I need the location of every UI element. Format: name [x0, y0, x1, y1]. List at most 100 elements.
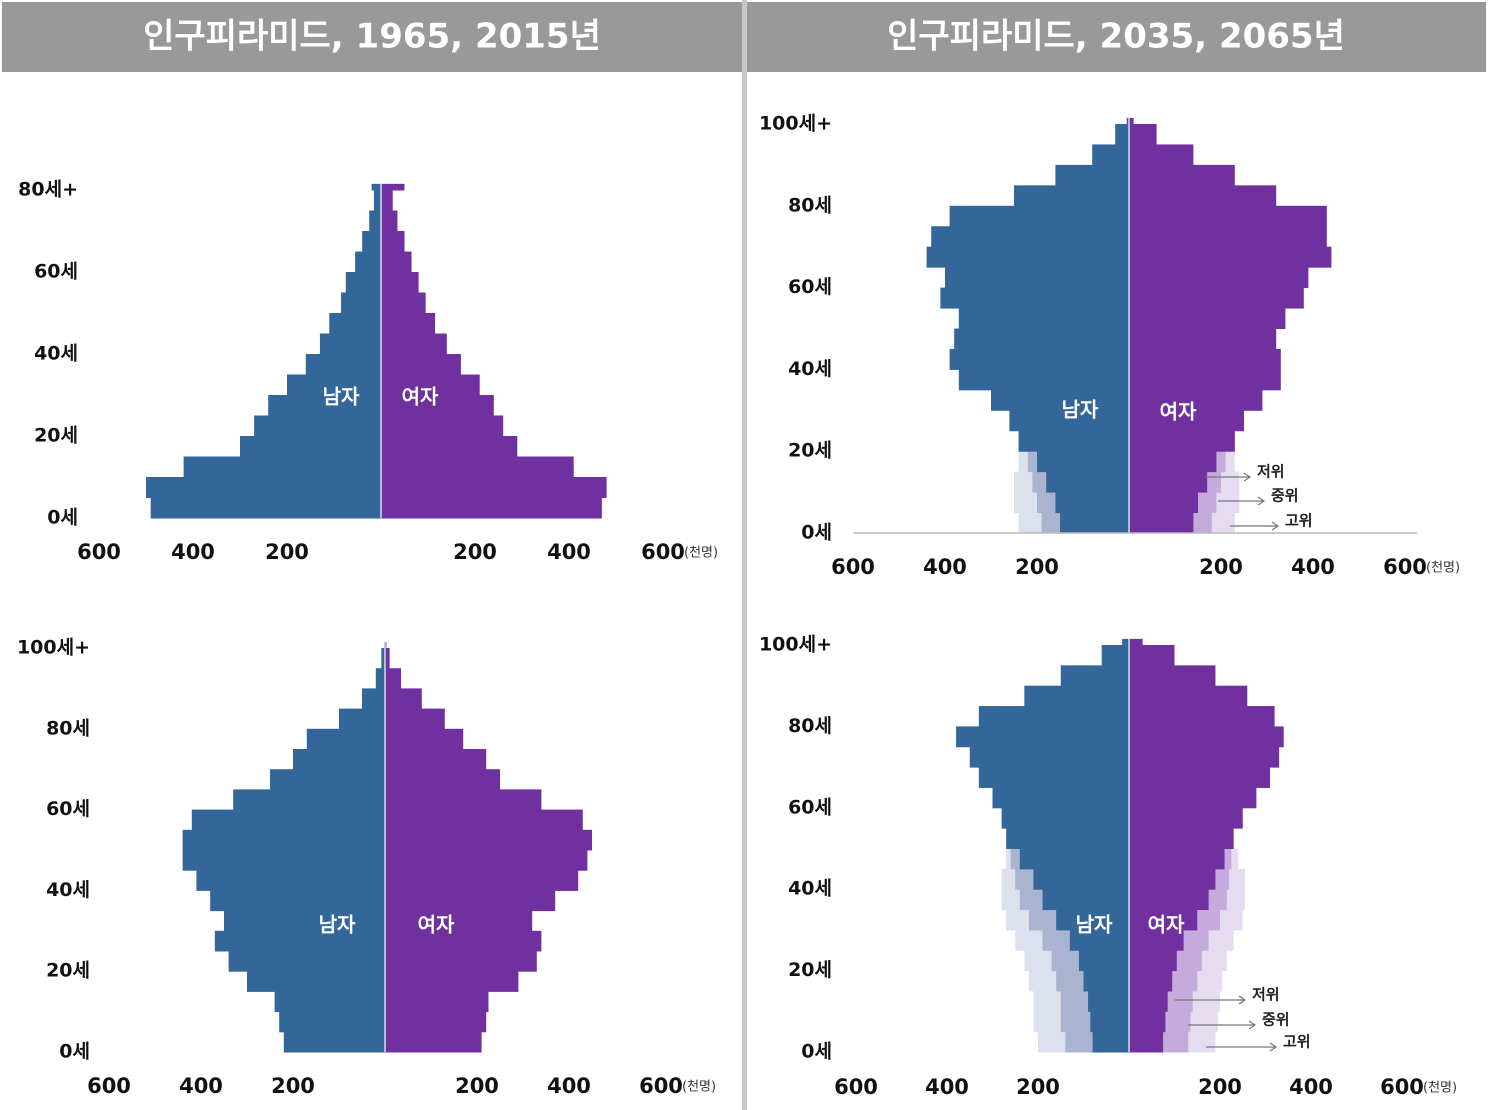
bar [1055, 164, 1129, 186]
bar [306, 728, 385, 750]
x-tick-label: 600 [87, 1074, 131, 1098]
x-tick-label: 600 [641, 540, 685, 564]
x-tick-label: 400 [547, 540, 591, 564]
unit-label: (천명) [1423, 1081, 1457, 1096]
y-tick-label: 0세 [801, 522, 832, 544]
bar [381, 210, 398, 232]
bar [1129, 369, 1281, 391]
series-label: 남자 [1076, 913, 1113, 937]
bar [381, 477, 607, 498]
bar [385, 890, 556, 912]
y-tick-label: 0세 [59, 1041, 90, 1063]
bar [1129, 451, 1217, 473]
x-tick-label: 600 [639, 1074, 683, 1098]
bar [362, 688, 385, 710]
annotation: 중위 [1271, 487, 1299, 505]
x-tick-label: 400 [171, 540, 215, 564]
bar [1129, 512, 1194, 534]
y-tick-label: 100세+ [17, 637, 90, 659]
bar [1129, 990, 1168, 1012]
bar [978, 706, 1129, 727]
bar [958, 369, 1129, 391]
bar [305, 354, 381, 375]
bar [369, 210, 381, 232]
bar [385, 930, 542, 952]
x-tick-label: 600 [1383, 555, 1427, 579]
bar [1129, 970, 1173, 992]
x-tick-label: 600 [834, 1075, 878, 1099]
bar [385, 850, 588, 871]
bar [270, 769, 385, 790]
series-label: 여자 [418, 913, 455, 937]
x-tick-label: 400 [1289, 1075, 1333, 1099]
bar [1129, 410, 1244, 432]
bar [1129, 287, 1304, 309]
x-tick-label: 400 [1291, 555, 1335, 579]
bar [1129, 348, 1281, 370]
bar [1129, 430, 1235, 452]
bar [210, 890, 385, 912]
x-tick-label: 200 [265, 540, 309, 564]
bar [1060, 512, 1129, 534]
bar [146, 477, 381, 498]
y-tick-label: 80세+ [18, 179, 78, 201]
bar [969, 746, 1129, 768]
y-tick-label: 60세 [34, 261, 78, 283]
bar [381, 436, 518, 457]
x-tick-label: 400 [179, 1074, 223, 1098]
bar [1129, 929, 1184, 951]
bar [385, 1031, 482, 1053]
bar [1129, 328, 1277, 350]
bar [228, 951, 385, 972]
bar [1129, 950, 1177, 972]
bar [274, 991, 385, 1013]
series-label: 여자 [1148, 913, 1185, 937]
y-tick-label: 100세+ [759, 113, 832, 135]
bar [268, 395, 381, 416]
bar [940, 287, 1129, 309]
y-tick-label: 80세 [46, 717, 90, 739]
bar [247, 971, 385, 992]
x-tick-label: 200 [1199, 555, 1243, 579]
bar [1129, 706, 1275, 727]
bar [191, 809, 385, 831]
bar [371, 183, 381, 191]
bar [381, 497, 602, 519]
x-tick-label: 200 [271, 1074, 315, 1098]
bar [1090, 1011, 1129, 1033]
bar [1129, 807, 1243, 829]
x-tick-label: 200 [1015, 555, 1059, 579]
bar [385, 829, 592, 851]
bar [1001, 807, 1129, 829]
y-tick-label: 40세 [788, 358, 832, 380]
bar [283, 1031, 385, 1053]
bar [1006, 828, 1129, 849]
bar [381, 395, 494, 416]
bar [1129, 492, 1198, 514]
unit-label: (천명) [684, 546, 718, 561]
annotation: 고위 [1285, 512, 1313, 530]
bar [373, 190, 381, 211]
bar [381, 648, 385, 669]
bar [1101, 645, 1129, 666]
bar [1056, 909, 1129, 931]
bar [1069, 929, 1129, 951]
bar [254, 415, 381, 437]
bar [956, 726, 1129, 748]
bar [1129, 124, 1157, 145]
unit-label: (천명) [682, 1080, 716, 1095]
bar [381, 354, 461, 375]
bar [385, 668, 402, 689]
bar [1129, 665, 1216, 687]
bar [1092, 144, 1129, 166]
y-tick-label: 40세 [788, 878, 832, 900]
bar [954, 328, 1129, 350]
bar [1129, 164, 1235, 186]
bar [287, 374, 381, 396]
bar [345, 272, 381, 293]
bar [385, 648, 390, 669]
arrow-head [1269, 1042, 1278, 1052]
x-tick-label: 600 [77, 540, 121, 564]
arrow-head [1271, 521, 1280, 531]
bar [385, 708, 445, 730]
